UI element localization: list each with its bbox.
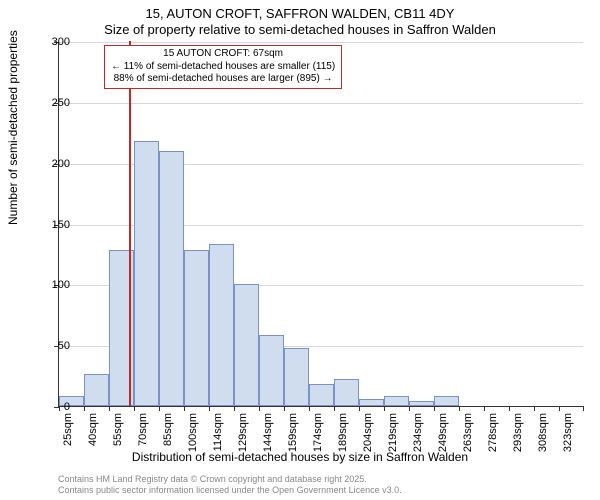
histogram-bar (159, 151, 184, 407)
xtick-mark (309, 406, 310, 411)
gridline (59, 103, 583, 104)
histogram-bar (409, 401, 434, 406)
xtick-mark (259, 406, 260, 411)
xtick-mark (209, 406, 210, 411)
plot-area: 15 AUTON CROFT: 67sqm← 11% of semi-detac… (58, 42, 583, 407)
xtick-label: 293sqm (512, 413, 524, 463)
xtick-label: 263sqm (462, 413, 474, 463)
annotation-line1: 15 AUTON CROFT: 67sqm (111, 48, 335, 61)
ytick-label: 300 (40, 36, 70, 48)
xtick-mark (583, 406, 584, 411)
xtick-mark (284, 406, 285, 411)
xtick-label: 55sqm (112, 413, 124, 463)
histogram-bar (209, 244, 234, 406)
xtick-label: 40sqm (87, 413, 99, 463)
ytick-label: 100 (40, 279, 70, 291)
xtick-mark (234, 406, 235, 411)
xtick-label: 129sqm (237, 413, 249, 463)
xtick-label: 70sqm (137, 413, 149, 463)
xtick-mark (434, 406, 435, 411)
histogram-bar (134, 141, 159, 406)
xtick-label: 159sqm (287, 413, 299, 463)
xtick-label: 323sqm (562, 413, 574, 463)
histogram-bar (234, 284, 259, 406)
ytick-label: 0 (40, 401, 70, 413)
chart-title-line2: Size of property relative to semi-detach… (0, 22, 600, 37)
histogram-bar (184, 250, 209, 406)
xtick-label: 308sqm (537, 413, 549, 463)
xtick-label: 174sqm (312, 413, 324, 463)
histogram-bar (309, 384, 334, 406)
xtick-label: 114sqm (212, 413, 224, 463)
xtick-mark (109, 406, 110, 411)
xtick-mark (509, 406, 510, 411)
xtick-label: 189sqm (337, 413, 349, 463)
xtick-label: 100sqm (187, 413, 199, 463)
histogram-bar (259, 335, 284, 406)
histogram-bar (84, 374, 109, 406)
xtick-mark (484, 406, 485, 411)
xtick-mark (459, 406, 460, 411)
xtick-mark (409, 406, 410, 411)
xtick-label: 144sqm (262, 413, 274, 463)
annotation-box: 15 AUTON CROFT: 67sqm← 11% of semi-detac… (104, 45, 342, 89)
annotation-line2: ← 11% of semi-detached houses are smalle… (111, 61, 335, 74)
xtick-label: 234sqm (412, 413, 424, 463)
ytick-label: 200 (40, 158, 70, 170)
histogram-bar (284, 348, 309, 406)
chart-container: 15, AUTON CROFT, SAFFRON WALDEN, CB11 4D… (0, 0, 600, 500)
xtick-label: 219sqm (387, 413, 399, 463)
xtick-mark (159, 406, 160, 411)
xtick-mark (84, 406, 85, 411)
histogram-bar (334, 379, 359, 406)
xtick-label: 278sqm (487, 413, 499, 463)
footer-attribution: Contains HM Land Registry data © Crown c… (58, 474, 402, 496)
xtick-label: 249sqm (437, 413, 449, 463)
ytick-label: 50 (40, 340, 70, 352)
xtick-label: 25sqm (62, 413, 74, 463)
xtick-mark (359, 406, 360, 411)
xtick-label: 204sqm (362, 413, 374, 463)
footer-line2: Contains public sector information licen… (58, 485, 402, 496)
histogram-bar (434, 396, 459, 406)
chart-title-line1: 15, AUTON CROFT, SAFFRON WALDEN, CB11 4D… (0, 6, 600, 21)
xtick-mark (559, 406, 560, 411)
xtick-mark (334, 406, 335, 411)
annotation-line3: 88% of semi-detached houses are larger (… (111, 73, 335, 86)
xtick-mark (184, 406, 185, 411)
y-axis-label: Number of semi-detached properties (6, 30, 20, 225)
histogram-bar (359, 399, 384, 406)
gridline (59, 42, 583, 43)
xtick-label: 85sqm (162, 413, 174, 463)
ytick-label: 150 (40, 219, 70, 231)
histogram-bar (384, 396, 409, 406)
property-marker-line (129, 41, 131, 406)
xtick-mark (134, 406, 135, 411)
footer-line1: Contains HM Land Registry data © Crown c… (58, 474, 402, 485)
xtick-mark (384, 406, 385, 411)
xtick-mark (534, 406, 535, 411)
ytick-label: 250 (40, 97, 70, 109)
